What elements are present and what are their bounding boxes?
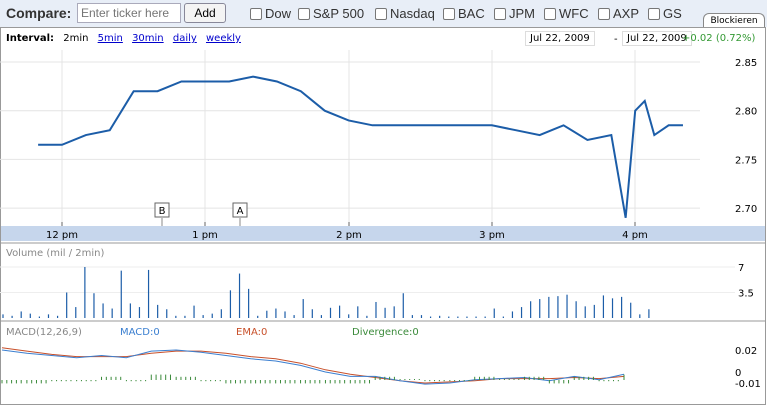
volume-title: Volume (mil / 2min)	[6, 248, 105, 259]
interval-weekly[interactable]: weekly	[205, 33, 241, 44]
x-tick-label: 1 pm	[192, 230, 218, 241]
add-button[interactable]: Add	[184, 3, 226, 23]
interval-5min[interactable]: 5min	[97, 33, 123, 44]
x-tick-label: 12 pm	[46, 230, 78, 241]
checkbox-dow[interactable]: Dow	[250, 6, 291, 21]
interval-selector: Interval: 2min 5min 30min daily weekly	[6, 33, 247, 44]
checkbox-gs[interactable]: GS	[648, 6, 682, 21]
price-line	[38, 75, 683, 219]
date-separator: -	[614, 34, 618, 45]
interval-label: Interval:	[6, 33, 55, 44]
y-tick-label: 2.85	[735, 58, 757, 69]
x-tick-label: 2 pm	[336, 230, 362, 241]
y-tick-label: 2.75	[735, 155, 757, 166]
news-marker-label: B	[159, 206, 166, 217]
macd-label: MACD:0	[120, 327, 160, 338]
macd-title: MACD(12,26,9)	[6, 327, 82, 338]
interval-2min: 2min	[63, 33, 89, 44]
macd-tick-label: -0.01	[735, 379, 761, 390]
checkbox-nasdaq[interactable]: Nasdaq	[375, 6, 435, 21]
news-marker-A	[232, 202, 248, 218]
interval-30min[interactable]: 30min	[132, 33, 164, 44]
divergence-label: Divergence:0	[352, 327, 419, 338]
ema-line	[1, 347, 625, 384]
y-tick-label: 2.80	[735, 107, 757, 118]
macd-line	[1, 349, 625, 385]
news-marker-B	[154, 202, 170, 218]
interval-daily[interactable]: daily	[172, 33, 197, 44]
news-marker-label: A	[237, 206, 244, 217]
blockieren-tab[interactable]: Blockieren	[703, 13, 765, 28]
compare-bar: Compare: Add Dow S&P 500 Nasdaq BAC JPM …	[0, 0, 767, 28]
x-tick-label: 3 pm	[479, 230, 505, 241]
checkbox-axp[interactable]: AXP	[598, 6, 639, 21]
time-axis	[1, 226, 765, 241]
checkbox-jpm[interactable]: JPM	[494, 6, 535, 21]
volume-tick-label: 7	[738, 263, 744, 274]
date-from[interactable]: Jul 22, 2009	[525, 31, 595, 46]
y-tick-label: 2.70	[735, 204, 757, 215]
compare-label: Compare:	[6, 5, 72, 21]
checkbox-bac[interactable]: BAC	[443, 6, 485, 21]
macd-tick-label: 0.02	[735, 346, 757, 357]
checkbox-wfc[interactable]: WFC	[544, 6, 589, 21]
ticker-input[interactable]	[77, 3, 181, 23]
macd-tick-label: 0	[735, 368, 741, 379]
date-to[interactable]: Jul 22, 2009	[622, 31, 692, 46]
checkbox-sp500[interactable]: S&P 500	[298, 6, 364, 21]
x-tick-label: 4 pm	[622, 230, 648, 241]
price-change: +0.02 (0.72%)	[682, 33, 756, 44]
volume-tick-label: 3.5	[738, 289, 754, 300]
ema-label: EMA:0	[236, 327, 267, 338]
